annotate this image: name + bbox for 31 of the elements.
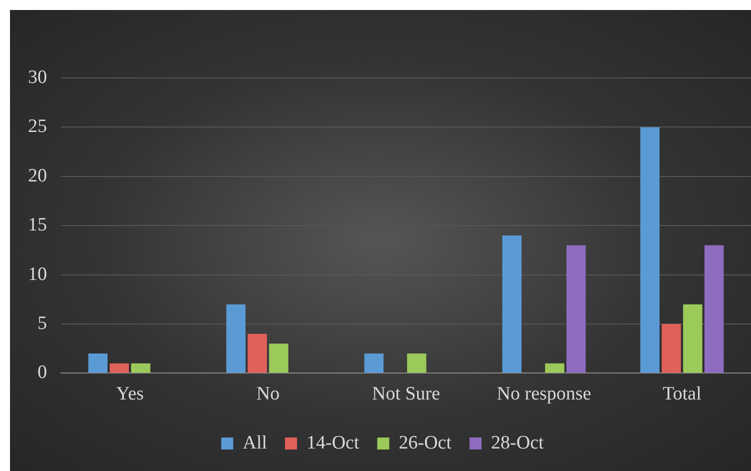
y-tick-label: 15: [28, 214, 47, 236]
bar: [226, 304, 246, 373]
bar: [248, 334, 267, 373]
bar: [407, 354, 426, 373]
x-tick-label: No: [256, 384, 280, 405]
bar: [662, 324, 681, 373]
bar: [704, 245, 724, 373]
legend-label: 28-Oct: [491, 432, 544, 454]
legend-label: All: [242, 432, 267, 454]
bar: [545, 363, 564, 373]
y-tick-label: 25: [28, 116, 47, 138]
bar: [88, 354, 108, 373]
bar: [640, 127, 660, 373]
legend-label: 14-Oct: [306, 432, 360, 454]
x-tick-label: Not Sure: [372, 384, 440, 405]
y-tick-label: 10: [28, 264, 47, 285]
legend-label: 26-Oct: [398, 432, 452, 454]
bar: [269, 344, 288, 373]
x-tick-label: Total: [662, 384, 702, 405]
bar: [131, 363, 150, 373]
y-tick-label: 5: [38, 312, 47, 334]
bar: [110, 363, 129, 373]
y-tick-label: 30: [28, 66, 47, 88]
y-tick-label: 0: [38, 362, 47, 384]
x-tick-label: Yes: [116, 384, 144, 405]
bar: [683, 304, 702, 373]
bar: [502, 235, 522, 373]
bar: [364, 354, 384, 373]
x-tick-label: No response: [496, 384, 592, 405]
bar: [566, 245, 586, 373]
y-tick-label: 20: [28, 165, 47, 186]
